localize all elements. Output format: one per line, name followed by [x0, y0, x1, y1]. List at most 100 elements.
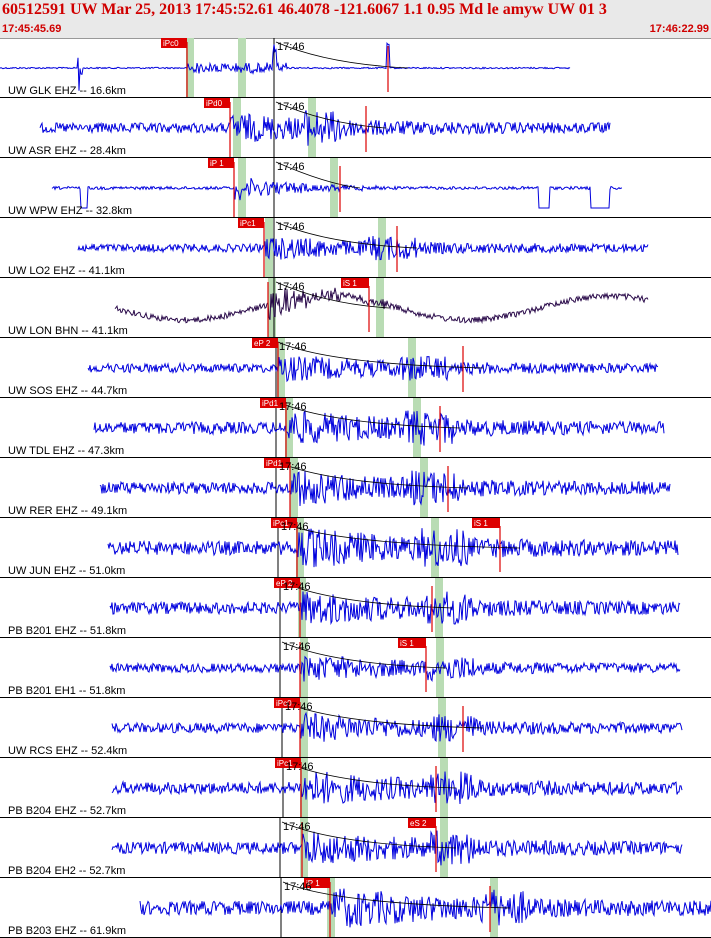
p-window-marker	[233, 98, 241, 158]
p-window-marker	[300, 638, 308, 698]
p-pick-label: iPc1	[273, 519, 289, 528]
waveform-trace	[111, 711, 683, 743]
s-window-marker	[376, 278, 384, 338]
p-pick-box[interactable]	[275, 758, 301, 768]
s-window-marker	[330, 158, 338, 218]
trace-label: UW SOS EHZ -- 44.7km	[8, 385, 127, 397]
end-time: 17:46:22.99	[649, 23, 709, 35]
p-window-marker	[238, 158, 246, 218]
travel-time-curve	[275, 281, 390, 309]
waveform-trace	[0, 42, 571, 91]
minute-label: 17:46	[277, 101, 305, 113]
s-window-marker	[308, 98, 316, 158]
s-window-marker	[378, 218, 386, 278]
s-pick-box[interactable]	[341, 278, 369, 288]
waveform-trace	[77, 235, 649, 261]
minute-label: 17:46	[283, 641, 311, 653]
minute-label: 17:46	[277, 221, 305, 233]
p-window-marker	[285, 398, 293, 458]
seismogram-panel[interactable]: iPc0 17:46 UW GLK EHZ -- 16.6km iPd0 17:46 UW…	[0, 38, 711, 938]
waveform-trace	[109, 655, 681, 683]
minute-label: 17:46	[277, 161, 305, 173]
p-window-marker	[300, 818, 308, 878]
travel-time-curve	[277, 341, 484, 369]
p-pick-box[interactable]	[264, 458, 290, 468]
s-window-marker	[438, 698, 446, 758]
waveform-trace	[39, 110, 611, 146]
travel-time-curve	[277, 401, 461, 429]
trace-label: UW RER EHZ -- 49.1km	[8, 505, 127, 517]
p-pick-label: iPc1	[277, 759, 293, 768]
trace-label: UW GLK EHZ -- 16.6km	[8, 85, 126, 97]
p-pick-box[interactable]	[274, 698, 300, 708]
s-pick-label: iS 1	[343, 279, 357, 288]
p-pick-box[interactable]	[238, 218, 264, 228]
event-title: 60512591 UW Mar 25, 2013 17:45:52.61 46.…	[2, 1, 607, 18]
waveform-trace	[111, 771, 683, 805]
travel-time-curve	[275, 41, 409, 69]
waveform-trace	[93, 409, 665, 446]
trace-label: PB B203 EHZ -- 61.9km	[8, 925, 126, 937]
minute-label: 17:46	[284, 881, 312, 893]
trace-label: PB B204 EHZ -- 52.7km	[8, 805, 126, 817]
p-pick-box[interactable]	[204, 98, 230, 108]
start-time: 17:45:45.69	[2, 23, 62, 35]
p-pick-box[interactable]	[252, 338, 278, 348]
waveform-trace	[99, 470, 671, 507]
p-pick-label: iPd1	[262, 399, 279, 408]
trace-label: PB B204 EH2 -- 52.7km	[8, 865, 125, 877]
p-pick-box[interactable]	[208, 158, 234, 168]
header-bar: 60512591 UW Mar 25, 2013 17:45:52.61 46.…	[0, 0, 711, 39]
p-pick-label: iPd1	[266, 459, 283, 468]
travel-time-curve	[277, 461, 469, 489]
p-pick-box[interactable]	[304, 878, 330, 888]
trace-label: UW LO2 EHZ -- 41.1km	[8, 265, 125, 277]
p-window-marker	[265, 218, 273, 278]
trace-label: PB B201 EH1 -- 51.8km	[8, 685, 125, 697]
s-window-marker	[440, 818, 448, 878]
s-pick-label: eS 2	[410, 819, 427, 828]
s-window-marker	[408, 338, 416, 398]
travel-time-curve	[275, 161, 361, 189]
p-pick-label: iP 1	[210, 159, 224, 168]
trace-label: UW JUN EHZ -- 51.0km	[8, 565, 125, 577]
waveform-trace	[139, 888, 711, 928]
waveform-trace	[111, 830, 683, 866]
waveform-trace	[51, 178, 623, 209]
p-pick-box[interactable]	[271, 518, 297, 528]
s-window-marker	[413, 398, 421, 458]
p-window-marker	[277, 338, 285, 398]
p-window-marker	[268, 278, 276, 338]
minute-label: 17:46	[286, 761, 314, 773]
waveform-trace	[114, 287, 649, 325]
p-pick-box[interactable]	[161, 38, 187, 48]
p-pick-label: iP 1	[306, 879, 320, 888]
travel-time-curve	[282, 881, 511, 909]
waveform-trace	[109, 591, 681, 626]
minute-label: 17:46	[277, 41, 305, 53]
p-pick-box[interactable]	[274, 578, 300, 588]
p-window-marker	[290, 458, 298, 518]
s-pick-box[interactable]	[408, 818, 436, 828]
minute-label: 17:46	[281, 521, 309, 533]
p-pick-box[interactable]	[260, 398, 286, 408]
trace-label: UW TDL EHZ -- 47.3km	[8, 445, 124, 457]
waveform-trace	[107, 528, 679, 568]
trace-label: UW WPW EHZ -- 32.8km	[8, 205, 132, 217]
trace-label: UW ASR EHZ -- 28.4km	[8, 145, 126, 157]
waveform-trace	[87, 355, 659, 383]
trace-label: UW RCS EHZ -- 52.4km	[8, 745, 127, 757]
p-pick-label: iPc0	[276, 699, 292, 708]
s-pick-box[interactable]	[472, 518, 500, 528]
s-window-marker	[420, 458, 428, 518]
trace-label: PB B201 EHZ -- 51.8km	[8, 625, 126, 637]
p-pick-label: eP 2	[276, 579, 293, 588]
s-pick-label: iS 1	[400, 639, 414, 648]
minute-label: 17:46	[279, 461, 307, 473]
minute-label: 17:46	[283, 581, 311, 593]
travel-time-curve	[281, 641, 447, 669]
s-pick-box[interactable]	[398, 638, 426, 648]
p-pick-label: eP 2	[254, 339, 271, 348]
p-window-marker	[186, 38, 194, 98]
